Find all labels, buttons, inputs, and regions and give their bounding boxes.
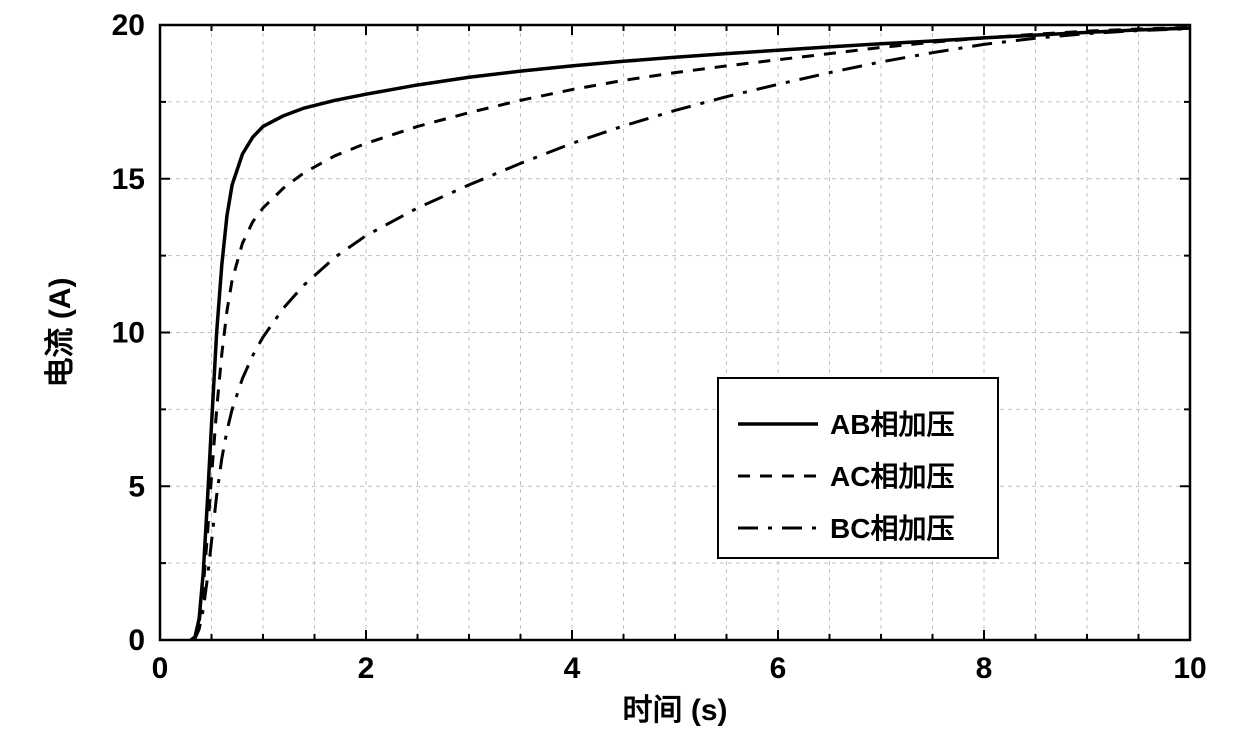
legend-label: AC相加压 xyxy=(830,461,954,492)
y-tick-label: 5 xyxy=(128,470,145,503)
legend-label: AB相加压 xyxy=(830,409,954,440)
x-tick-label: 6 xyxy=(770,652,787,685)
y-tick-label: 0 xyxy=(128,624,145,657)
line-chart: 0 2 4 6 8 10 0 5 10 15 20 时间 (s) 电流 (A) AB相加压 AC相加压 BC相… xyxy=(0,0,1240,748)
y-axis-label: 电流 (A) xyxy=(44,278,77,388)
x-tick-label: 0 xyxy=(152,652,169,685)
x-axis-label: 时间 (s) xyxy=(623,694,728,727)
y-tick-label: 10 xyxy=(112,317,145,350)
chart-container: 0 2 4 6 8 10 0 5 10 15 20 时间 (s) 电流 (A) AB相加压 AC相加压 BC相… xyxy=(0,0,1240,748)
x-tick-label: 4 xyxy=(564,652,581,685)
y-tick-label: 15 xyxy=(112,163,145,196)
x-tick-label: 10 xyxy=(1173,652,1206,685)
x-tick-label: 8 xyxy=(976,652,993,685)
y-tick-label: 20 xyxy=(112,9,145,42)
legend-label: BC相加压 xyxy=(830,513,954,544)
x-tick-label: 2 xyxy=(358,652,375,685)
